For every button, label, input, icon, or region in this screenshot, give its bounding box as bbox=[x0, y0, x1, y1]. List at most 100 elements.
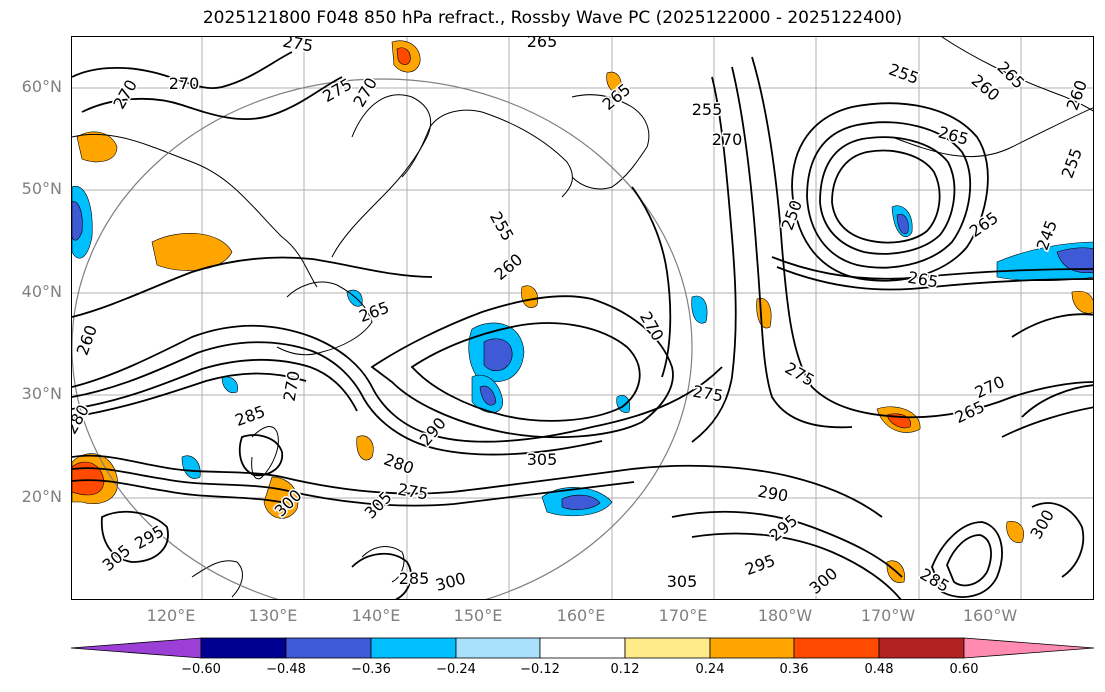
contour-line bbox=[931, 521, 1003, 598]
contour-label: 270 bbox=[169, 74, 200, 93]
contour-line bbox=[751, 56, 1093, 419]
lat-label-40n: 40°N bbox=[21, 282, 62, 301]
contour-label: 285 bbox=[917, 564, 953, 596]
colorbar-extend-max bbox=[963, 637, 1095, 659]
contour-label: 300 bbox=[1026, 506, 1058, 542]
contour-label: 285 bbox=[233, 402, 268, 430]
contour-label: 270 bbox=[712, 130, 743, 149]
colorbar-segment bbox=[455, 637, 541, 659]
lat-label-60n: 60°N bbox=[21, 77, 62, 96]
contour-line bbox=[72, 479, 287, 504]
contour-line bbox=[370, 295, 674, 439]
contour-label: 265 bbox=[527, 37, 558, 51]
contour-line bbox=[72, 341, 603, 456]
contour-label: 305 bbox=[99, 541, 135, 575]
contour-label: 280 bbox=[381, 450, 416, 478]
colorbar-tick: −0.60 bbox=[181, 662, 221, 677]
refractivity-contours bbox=[72, 51, 1093, 599]
lon-label-120e: 120°E bbox=[146, 606, 196, 625]
lat-label-50n: 50°N bbox=[21, 179, 62, 198]
coastline bbox=[72, 133, 318, 288]
contour-line bbox=[100, 510, 169, 563]
colorbar-tick: 0.12 bbox=[610, 662, 640, 677]
contour-line bbox=[81, 76, 343, 121]
contour-line bbox=[72, 256, 433, 318]
coastline bbox=[276, 281, 373, 356]
lon-label-140e: 140°E bbox=[351, 606, 401, 625]
contour-line bbox=[72, 467, 635, 507]
contour-label: 295 bbox=[131, 521, 167, 553]
contour-label: 255 bbox=[692, 100, 723, 119]
coastline bbox=[191, 560, 243, 598]
contour-label: 290 bbox=[756, 482, 789, 506]
contour-line bbox=[631, 186, 672, 378]
colorbar-segment bbox=[624, 637, 711, 659]
contour-label: 255 bbox=[886, 60, 921, 88]
colorbar-segment bbox=[539, 637, 626, 659]
lat-label-30n: 30°N bbox=[21, 384, 62, 403]
shade-warm bbox=[72, 461, 105, 496]
contour-label: 260 bbox=[491, 250, 527, 284]
colorbar-segment bbox=[709, 637, 795, 659]
colorbar-tick: −0.12 bbox=[520, 662, 560, 677]
contour-label: 300 bbox=[806, 564, 842, 598]
contour-line bbox=[1011, 313, 1093, 338]
shade-warm bbox=[606, 71, 622, 93]
contour-label: 270 bbox=[280, 369, 304, 402]
shade-warm bbox=[1006, 521, 1024, 543]
coastline bbox=[401, 109, 573, 198]
contour-label: 275 bbox=[396, 480, 429, 504]
coastline bbox=[331, 94, 432, 258]
contour-label: 275 bbox=[691, 382, 724, 406]
contour-label: 265 bbox=[952, 397, 988, 427]
contour-line bbox=[691, 76, 737, 443]
contour-line bbox=[72, 51, 293, 89]
colorbar-tick: 0.48 bbox=[864, 662, 894, 677]
lon-label-170w: 170°W bbox=[860, 606, 916, 625]
shade-warm bbox=[756, 297, 772, 329]
shade-warm bbox=[1071, 291, 1093, 314]
shade-warm bbox=[356, 435, 374, 461]
contour-line bbox=[72, 372, 307, 418]
shade-cool bbox=[561, 494, 601, 510]
contour-line bbox=[72, 358, 358, 412]
contour-line bbox=[72, 324, 723, 443]
lon-label-170e: 170°E bbox=[658, 606, 708, 625]
shade-cool bbox=[691, 295, 708, 324]
contour-line bbox=[1031, 502, 1085, 578]
contour-line bbox=[819, 136, 956, 255]
contour-line bbox=[691, 532, 902, 599]
lon-label-130e: 130°E bbox=[248, 606, 298, 625]
projection-boundary bbox=[72, 78, 693, 599]
colorbar-segment bbox=[285, 637, 372, 659]
shade-cool bbox=[479, 385, 497, 406]
contour-line bbox=[831, 149, 941, 244]
contour-label: 300 bbox=[433, 569, 467, 595]
coastlines bbox=[72, 37, 1093, 598]
contour-line bbox=[410, 322, 641, 422]
lon-label-150e: 150°E bbox=[453, 606, 503, 625]
map-panel[interactable]: 275 265 270 270 275 270 265 255 265 260 255 270 265 2… bbox=[71, 36, 1094, 600]
contour-line bbox=[946, 534, 992, 587]
shade-cool bbox=[181, 455, 201, 479]
contour-label: 270 bbox=[109, 76, 141, 112]
colorbar-segment bbox=[200, 637, 287, 659]
colorbar-segment bbox=[878, 637, 965, 659]
contour-line bbox=[791, 102, 989, 282]
shade-cool bbox=[72, 201, 83, 241]
contour-label: 260 bbox=[968, 71, 1004, 105]
map-title: 2025121800 F048 850 hPa refract., Rossby… bbox=[202, 8, 903, 28]
contour-label: 260 bbox=[73, 323, 101, 358]
colorbar-tick: −0.24 bbox=[436, 662, 476, 677]
shade-cool bbox=[483, 338, 513, 372]
lon-label-160w: 160°W bbox=[962, 606, 1018, 625]
contour-label: 295 bbox=[743, 551, 778, 579]
contour-label: 265 bbox=[599, 80, 635, 114]
contour-line bbox=[776, 266, 1093, 291]
coastline bbox=[251, 426, 279, 480]
contour-label: 275 bbox=[281, 37, 314, 56]
colorbar-tick: 0.36 bbox=[779, 662, 809, 677]
shade-cool bbox=[1056, 247, 1093, 273]
coastline bbox=[361, 546, 405, 583]
lon-label-180w: 180°W bbox=[757, 606, 813, 625]
